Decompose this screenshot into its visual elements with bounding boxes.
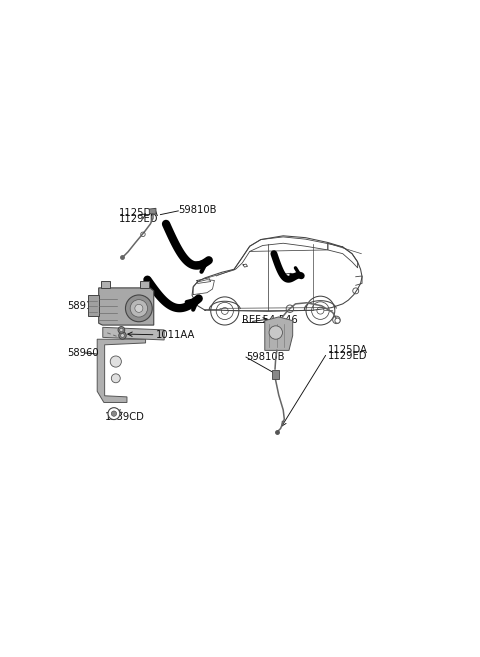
Circle shape [269,326,282,339]
Polygon shape [101,281,110,288]
Polygon shape [140,281,149,288]
Circle shape [120,328,123,332]
Text: 1125DA: 1125DA [328,345,368,355]
Circle shape [130,300,147,317]
Circle shape [135,304,143,312]
Text: 1129ED: 1129ED [328,351,367,361]
Circle shape [221,307,228,315]
Text: 59810B: 59810B [178,205,217,215]
Text: 58910B: 58910B [67,302,105,311]
Circle shape [108,408,120,420]
Polygon shape [103,327,164,340]
Polygon shape [97,339,145,403]
Text: 59810B: 59810B [246,352,285,362]
Circle shape [111,374,120,383]
Text: REF.54-546: REF.54-546 [242,315,298,325]
Text: 1011AA: 1011AA [156,330,195,340]
FancyBboxPatch shape [88,296,99,316]
Polygon shape [265,317,293,350]
Circle shape [335,318,340,323]
Circle shape [118,327,125,333]
Text: 1129ED: 1129ED [119,214,158,224]
Circle shape [111,411,117,417]
Circle shape [119,332,126,339]
Circle shape [317,307,324,314]
FancyBboxPatch shape [272,370,279,379]
Text: 58960: 58960 [67,348,98,358]
Text: 1125DA: 1125DA [119,208,159,217]
Text: 1339CD: 1339CD [105,411,145,422]
Circle shape [120,334,124,337]
Circle shape [125,295,152,322]
Circle shape [110,356,121,367]
Polygon shape [99,288,154,325]
Polygon shape [149,208,156,214]
